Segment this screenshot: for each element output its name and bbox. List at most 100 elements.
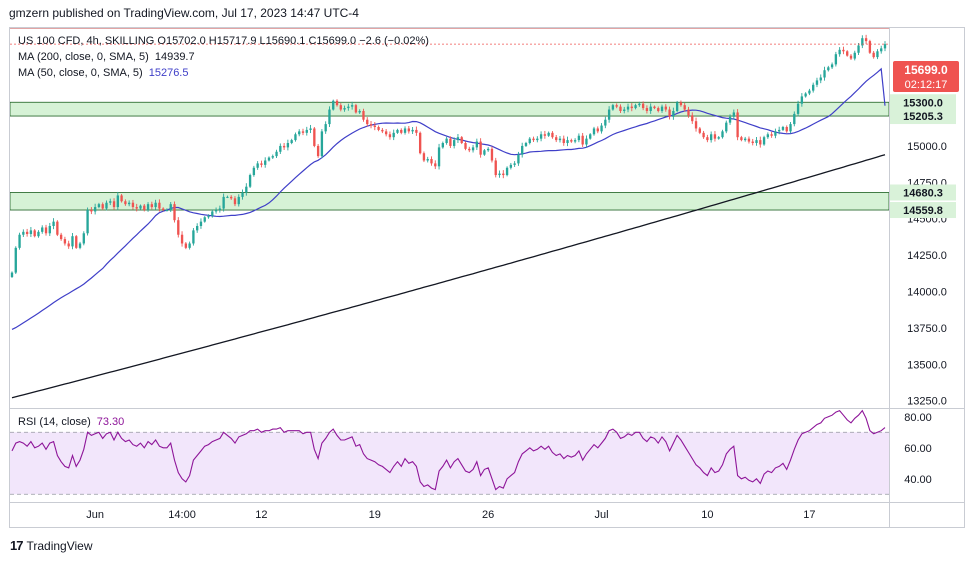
candle-body (766, 134, 770, 138)
candle-body (180, 234, 184, 244)
rsi-band (10, 432, 889, 495)
candle (294, 132, 297, 142)
candle-body (339, 105, 342, 110)
candle-body (517, 154, 520, 164)
candle (161, 207, 165, 212)
candle (823, 66, 826, 81)
candle (25, 228, 29, 237)
chart-frame[interactable] (9, 27, 965, 528)
candle (464, 141, 467, 151)
candle (460, 136, 463, 145)
candle (679, 100, 683, 107)
legend-ma50[interactable]: MA (50, close, 0, SMA, 5) 15276.5 (18, 67, 188, 79)
legend-symbol[interactable]: US 100 CFD, 4h, SKILLING O15702.0 H15717… (18, 35, 429, 47)
legend-ma200[interactable]: MA (200, close, 0, SMA, 5) 14939.7 (18, 51, 195, 63)
candle-body (475, 141, 479, 148)
candle-body (230, 196, 233, 199)
candle-body (248, 175, 252, 187)
candle-body (388, 134, 392, 138)
zone-label-bg (890, 94, 956, 111)
candle (305, 126, 308, 136)
candle-body (706, 137, 709, 141)
candle (755, 137, 758, 146)
candle (785, 125, 788, 133)
candle-body (827, 67, 830, 71)
candle-body (78, 243, 82, 248)
candle-body (264, 160, 267, 165)
candle (687, 106, 690, 118)
candle-body (577, 135, 581, 141)
candle (41, 225, 44, 234)
candle-body (521, 145, 524, 155)
candle-body (626, 106, 630, 110)
candle-body (14, 247, 17, 273)
price-tick-label: 13250.0 (907, 396, 947, 408)
publisher-line: gmzern published on TradingView.com, Jul… (9, 6, 359, 20)
candle (298, 129, 301, 137)
candle (846, 50, 849, 57)
candle (766, 132, 770, 139)
candle-body (498, 173, 501, 176)
candle (430, 156, 433, 166)
candle-body (528, 138, 531, 144)
support-zone (10, 192, 889, 211)
price-tick-label: 13500.0 (907, 359, 947, 371)
legend-rsi[interactable]: RSI (14, close) 73.30 (18, 416, 124, 428)
candle (770, 131, 773, 138)
candle-body (158, 202, 161, 209)
candle-body (279, 145, 282, 152)
candle (199, 218, 203, 229)
candle (328, 106, 331, 127)
candle-body (721, 131, 724, 138)
candle-body (755, 140, 758, 144)
candle (441, 141, 445, 149)
candle-body (347, 106, 350, 109)
rsi-axis[interactable]: 40.00 60.00 80.00 (904, 412, 932, 486)
candle (672, 107, 675, 120)
candle-body (883, 44, 887, 49)
candle (332, 99, 335, 111)
candle (793, 111, 796, 127)
candle-body (649, 106, 652, 111)
candle-body (146, 204, 150, 210)
candle (422, 151, 426, 163)
zone-labels: 15300.0 15205.3 14680.3 14559.8 (890, 94, 956, 219)
candle-body (725, 122, 728, 132)
price-tick-label: 14000.0 (907, 287, 947, 299)
candle (815, 77, 819, 88)
candle-body (468, 148, 471, 151)
candle-body (630, 106, 633, 109)
candle-body (543, 134, 547, 136)
tradingview-brand[interactable]: 17 TradingView (10, 538, 93, 553)
candle-body (770, 134, 773, 136)
candle (623, 106, 626, 114)
candle-body (691, 115, 694, 122)
candle-body (233, 198, 237, 205)
candle-body (657, 108, 660, 111)
time-tick-label: Jun (86, 509, 104, 521)
candle (260, 160, 263, 168)
candle-body (781, 127, 785, 130)
candle-body (619, 106, 622, 111)
candle (638, 101, 641, 107)
legend-ma200-label: MA (200, close, 0, SMA, 5) (18, 51, 149, 63)
candle-body (377, 127, 380, 130)
candle (830, 62, 834, 70)
time-axis[interactable]: Jun 14:00 12 19 26 Jul 10 17 (86, 509, 815, 521)
candle (82, 231, 85, 246)
candle-body (830, 64, 834, 68)
candle-body (71, 236, 74, 247)
candle-body (169, 204, 172, 210)
candle (796, 100, 800, 117)
candle-body (207, 215, 210, 218)
candle-body (392, 132, 395, 138)
candle (505, 166, 509, 177)
candle (37, 230, 40, 238)
candle-body (396, 129, 399, 133)
candle-body (861, 38, 864, 46)
candle (743, 136, 747, 142)
candle-body (785, 127, 788, 132)
candle-body (846, 51, 849, 56)
candle (573, 138, 577, 144)
